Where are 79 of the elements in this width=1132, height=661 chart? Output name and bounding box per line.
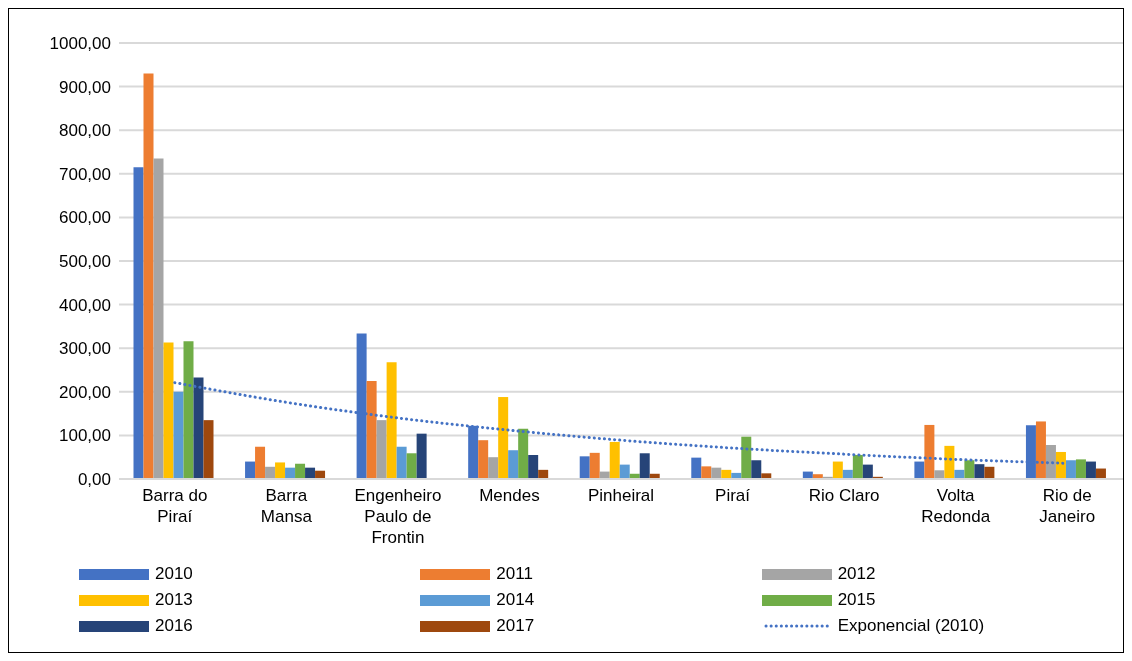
legend-label: Exponencial (2010) [837,616,985,636]
legend-label: 2014 [496,590,535,610]
bar [173,391,184,479]
legend-label: 2015 [837,590,876,610]
bar [639,453,650,479]
y-tick-label: 600,00 [59,208,111,228]
bar [1055,451,1066,479]
legend-label: 2010 [155,564,193,584]
x-tick-label: Piraí [715,486,751,505]
legend-label: 2012 [837,564,876,584]
x-tick-label: Pinheiral [587,486,655,505]
y-tick-label: 800,00 [59,121,111,141]
bar [478,440,489,479]
y-tick-label: 0,00 [77,470,111,490]
bar [133,167,144,479]
x-tick-label: Rio Claro [808,486,880,505]
bar [741,436,752,479]
bar [203,420,214,479]
bar [691,457,702,479]
bar [416,433,427,479]
bar [1075,459,1086,479]
bar [964,460,975,479]
bar [1035,421,1046,479]
y-tick-label: 1000,00 [49,34,111,54]
bar [984,466,995,479]
x-tick-label: Volta Redonda [921,486,991,526]
bar [406,453,417,479]
bar [1085,461,1096,479]
bar [193,377,204,479]
bar [1045,444,1056,479]
bar [376,420,387,479]
bar [832,461,843,479]
bar [265,466,276,479]
y-tick-label: 700,00 [59,164,111,184]
bar [488,457,499,479]
y-tick-label: 100,00 [59,426,111,446]
bar [163,342,174,479]
bar [619,464,630,479]
bar [609,441,620,479]
bar [518,428,529,479]
bar [245,461,256,479]
y-tick-label: 200,00 [59,382,111,402]
bar [255,446,266,479]
bar [751,460,762,479]
bar [275,462,286,479]
bar [934,470,945,479]
bar [944,445,955,479]
bar [386,362,397,479]
y-tick-label: 400,00 [59,295,111,315]
bar [852,455,863,479]
x-tick-label: Barra Mansa [260,486,313,526]
bar [701,466,712,479]
legend-label: 2011 [496,564,533,584]
bar [914,461,925,479]
bar [508,450,519,479]
bar [589,452,600,479]
bar [1065,460,1076,479]
legend-label: 2013 [155,590,193,610]
legend-label: 2017 [496,616,535,636]
bar [183,341,194,479]
x-tick-label: Mendes [479,486,540,505]
y-tick-label: 300,00 [59,339,111,359]
x-tick-label: Barra do Piraí [142,486,208,526]
bar [862,464,873,479]
bar [498,397,509,479]
bar [153,158,164,479]
bar [924,424,935,479]
bar [143,73,154,479]
bar [528,455,539,479]
legend-label: 2016 [155,616,193,636]
bar [579,456,590,479]
bar [396,446,407,479]
bar [295,463,306,479]
bar [974,464,985,479]
x-tick-label: Rio de Janeiro [1039,486,1096,526]
y-tick-label: 900,00 [59,77,111,97]
y-tick-label: 500,00 [59,252,111,272]
x-tick-label: Engenheiro Paulo de Frontin [354,486,442,547]
bar [366,380,377,479]
